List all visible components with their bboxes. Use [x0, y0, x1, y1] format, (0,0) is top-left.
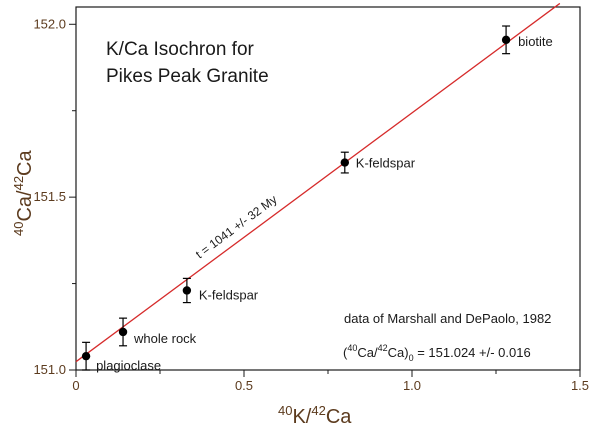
- x-axis-ca-part: Ca: [326, 406, 352, 428]
- chart-title-line-2: Pikes Peak Granite: [106, 66, 269, 87]
- chart-title-line-1: K/Ca Isochron for: [106, 39, 255, 60]
- y-axis-ca-part: Ca/: [14, 190, 36, 222]
- point-labels-layer: plagioclase whole rock K-feldspar K-feldspa…: [96, 34, 553, 373]
- data-point: [81, 351, 91, 361]
- intercept-close-paren: ): [404, 345, 408, 360]
- intercept-value: = 151.024 +/- 0.016: [414, 345, 531, 360]
- x-tick-label: 0: [72, 378, 79, 393]
- data-point: [118, 327, 128, 337]
- intercept-annotation: (40Ca/42Ca)0 = 151.024 +/- 0.016: [343, 343, 531, 363]
- intercept-ca-part: Ca/: [357, 345, 378, 360]
- x-tick-label: 1.0: [403, 378, 421, 393]
- ticks-layer: 0 0.5 1.0 1.5 151.0 151.5 152.0: [33, 16, 589, 393]
- data-point: [501, 35, 511, 45]
- data-point-label: whole rock: [133, 331, 197, 346]
- intercept-open-paren: (: [343, 345, 348, 360]
- data-point-label: biotite: [518, 34, 553, 49]
- data-point-label: K-feldspar: [199, 287, 259, 302]
- data-point: [182, 286, 192, 295]
- x-tick-label: 0.5: [235, 378, 253, 393]
- y-tick-label: 151.0: [33, 362, 66, 377]
- intercept-ca-part-2: Ca: [388, 345, 405, 360]
- isochron-fit-line: [75, 2, 561, 363]
- y-axis-iso-42: 42: [11, 176, 26, 190]
- y-axis-label-group: 40Ca/42Ca: [11, 149, 36, 236]
- y-axis-iso-40: 40: [11, 222, 26, 236]
- x-axis-iso-42: 42: [311, 403, 325, 418]
- y-axis-label: 40Ca/42Ca: [11, 149, 36, 236]
- source-annotation: data of Marshall and DePaolo, 1982: [344, 311, 551, 326]
- data-point-label: K-feldspar: [356, 156, 416, 171]
- data-point-label: plagioclase: [96, 358, 161, 373]
- y-tick-label: 152.0: [33, 16, 66, 31]
- x-axis-k-part: K/: [292, 406, 311, 428]
- intercept-iso-42: 42: [378, 343, 388, 353]
- x-axis-label: 40K/42Ca: [278, 403, 352, 428]
- data-points-layer: [81, 25, 511, 371]
- x-tick-label: 1.5: [571, 378, 589, 393]
- y-tick-label: 151.5: [33, 189, 66, 204]
- data-point: [340, 158, 349, 167]
- intercept-iso-40: 40: [347, 343, 357, 353]
- intercept-subscript: 0: [409, 353, 414, 363]
- x-axis-iso-40: 40: [278, 403, 292, 418]
- fit-line-age-label: t = 1041 +/- 32 My: [193, 192, 280, 261]
- y-axis-ca-part-2: Ca: [14, 149, 36, 175]
